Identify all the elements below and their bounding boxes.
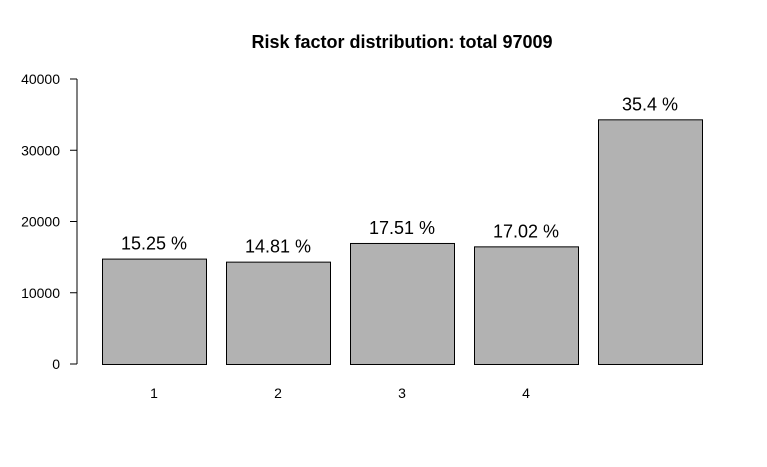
y-tick-label: 10000 bbox=[21, 285, 60, 301]
y-tick-label: 20000 bbox=[21, 214, 60, 230]
x-tick-label: 3 bbox=[398, 385, 406, 401]
bar bbox=[474, 246, 579, 366]
bar-data-label: 15.25 % bbox=[121, 234, 187, 254]
x-tick-labels-group: 1 2 3 4 bbox=[150, 385, 530, 401]
bar-data-label: 35.4 % bbox=[622, 94, 678, 114]
y-axis: 0 10000 20000 30000 40000 bbox=[21, 71, 78, 372]
bars-group bbox=[102, 119, 703, 366]
y-tick-label: 30000 bbox=[21, 142, 60, 158]
y-tick-label: 0 bbox=[52, 356, 60, 372]
chart-title: Risk factor distribution: total 97009 bbox=[251, 32, 552, 52]
bar bbox=[350, 242, 455, 365]
x-tick-label: 4 bbox=[522, 385, 530, 401]
bar-data-label: 17.02 % bbox=[493, 221, 559, 241]
bar-data-label: 14.81 % bbox=[245, 237, 311, 257]
x-tick-label: 1 bbox=[150, 385, 158, 401]
x-tick-label: 2 bbox=[274, 385, 282, 401]
bar-data-label: 17.51 % bbox=[369, 218, 435, 238]
bar bbox=[226, 261, 331, 366]
bar bbox=[102, 258, 207, 365]
bar bbox=[598, 119, 703, 365]
data-labels-group: 15.25 % 14.81 % 17.51 % 17.02 % 35.4 % bbox=[121, 94, 678, 256]
y-tick-label: 40000 bbox=[21, 71, 60, 87]
